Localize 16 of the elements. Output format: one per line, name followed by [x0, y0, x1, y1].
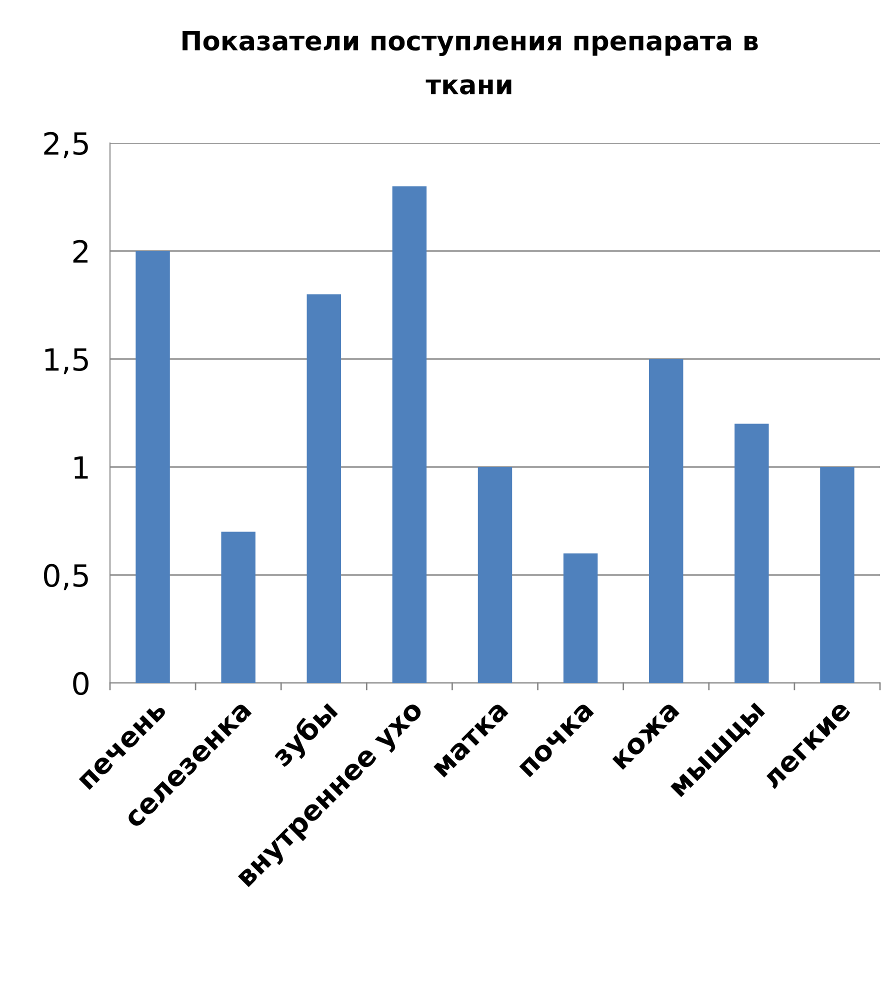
y-tick-label: 0,5: [44, 564, 88, 590]
bar: [478, 467, 512, 683]
y-tick-label: 0: [73, 672, 89, 696]
bar: [649, 359, 684, 683]
bar: [136, 251, 170, 683]
bar: [221, 532, 256, 683]
bar: [392, 186, 427, 683]
y-tick-label: 2: [73, 240, 88, 263]
y-tick-label: 1: [74, 456, 88, 479]
y-tick-label: 2,5: [44, 132, 88, 158]
bar: [734, 424, 769, 683]
chart-title: Показатели поступления препарата в ткани: [182, 31, 758, 94]
bar: [820, 467, 854, 683]
bar: [563, 553, 598, 683]
y-tick-label: 1,5: [45, 348, 88, 374]
bar: [306, 294, 341, 683]
